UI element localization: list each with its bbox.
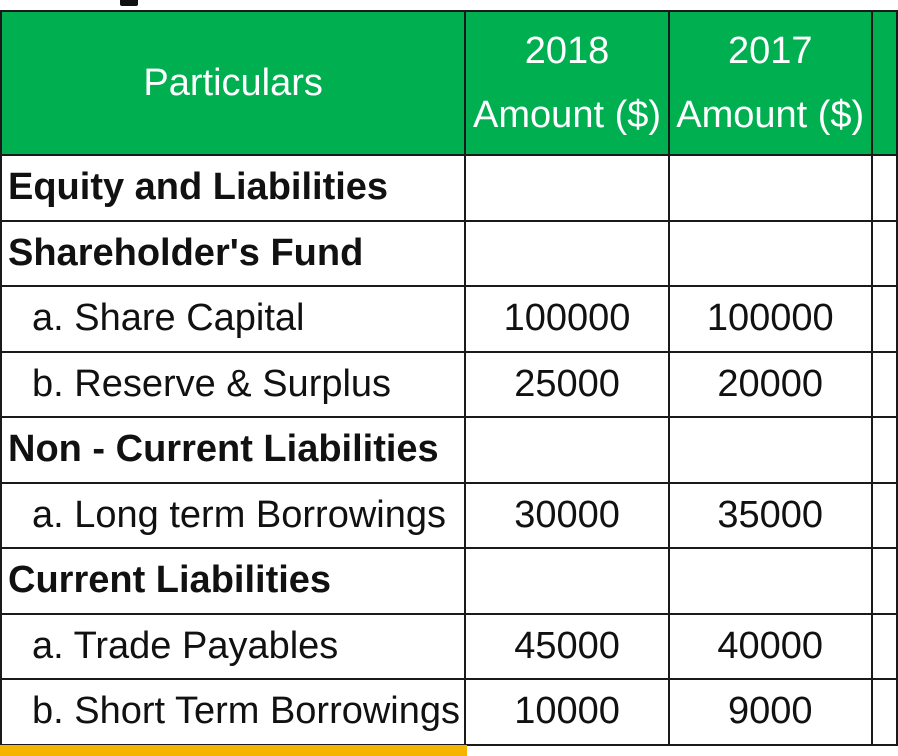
header-extra-cell (870, 10, 898, 156)
cell-2017 (667, 154, 873, 222)
header-2017-year: 2017 (727, 30, 813, 72)
cell-2018 (464, 154, 670, 222)
cell-2017: 20000 (667, 350, 873, 418)
cell-extra (870, 154, 898, 222)
cell-2017: 9000 (667, 678, 873, 746)
row-label: a. Trade Payables (0, 612, 467, 680)
table-row: Non - Current Liabilities (0, 416, 898, 484)
total-row-highlight (0, 745, 467, 756)
table-row: Current Liabilities (0, 547, 898, 615)
header-particulars: Particulars (0, 10, 467, 156)
header-2018: 2018 Amount ($) (464, 10, 670, 156)
cell-2017 (667, 547, 873, 615)
cell-2018 (464, 219, 670, 287)
row-label: b. Reserve & Surplus (0, 350, 467, 418)
cell-extra (870, 219, 898, 287)
cell-2017 (667, 416, 873, 484)
header-2017-unit: Amount ($) (676, 94, 865, 136)
table-row: Equity and Liabilities (0, 154, 898, 222)
table-row: a. Long term Borrowings 30000 35000 (0, 481, 898, 549)
cell-extra (870, 612, 898, 680)
cell-2018: 100000 (464, 285, 670, 353)
table-row: a. Trade Payables 45000 40000 (0, 612, 898, 680)
header-row: Particulars 2018 Amount ($) 2017 Amount … (0, 10, 898, 156)
row-label: a. Share Capital (0, 285, 467, 353)
cell-2018: 10000 (464, 678, 670, 746)
row-label: Current Liabilities (0, 547, 467, 615)
table-row: b. Reserve & Surplus 25000 20000 (0, 350, 898, 418)
cell-extra (870, 547, 898, 615)
row-label: Equity and Liabilities (0, 154, 467, 222)
row-label: Shareholder's Fund (0, 219, 467, 287)
cropped-title-remnant (0, 0, 898, 10)
cell-2018: 25000 (464, 350, 670, 418)
cell-extra (870, 416, 898, 484)
header-2017: 2017 Amount ($) (667, 10, 873, 156)
row-label: Non - Current Liabilities (0, 416, 467, 484)
cell-2017: 35000 (667, 481, 873, 549)
cell-2018: 30000 (464, 481, 670, 549)
cell-extra (870, 481, 898, 549)
row-label: a. Long term Borrowings (0, 481, 467, 549)
table-row: a. Share Capital 100000 100000 (0, 285, 898, 353)
cell-2018: 45000 (464, 612, 670, 680)
cell-extra (870, 285, 898, 353)
cell-extra (870, 678, 898, 746)
header-2018-unit: Amount ($) (473, 94, 662, 136)
cell-2017: 40000 (667, 612, 873, 680)
header-particulars-label: Particulars (143, 62, 323, 104)
balance-sheet-table: Particulars 2018 Amount ($) 2017 Amount … (0, 10, 898, 746)
cell-extra (870, 350, 898, 418)
table-row: Shareholder's Fund (0, 219, 898, 287)
cell-2018 (464, 416, 670, 484)
cell-2017: 100000 (667, 285, 873, 353)
row-label: b. Short Term Borrowings (0, 678, 467, 746)
header-2018-year: 2018 (524, 30, 610, 72)
table-row: b. Short Term Borrowings 10000 9000 (0, 678, 898, 746)
cell-2018 (464, 547, 670, 615)
cell-2017 (667, 219, 873, 287)
